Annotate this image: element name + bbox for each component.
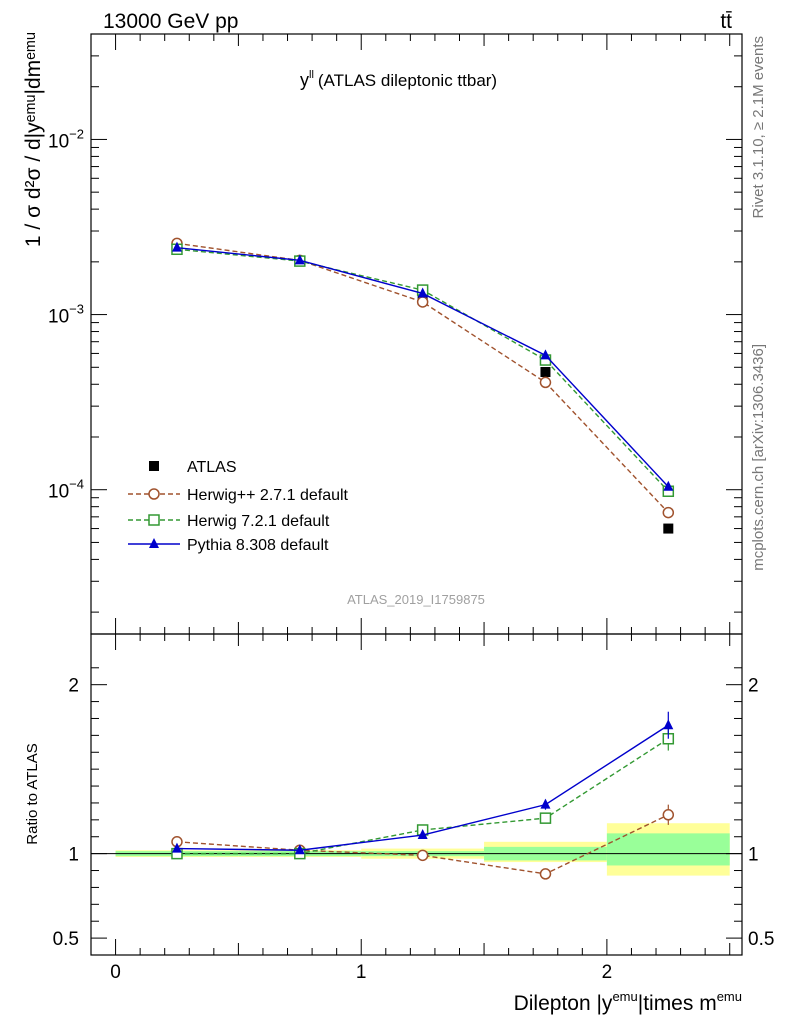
data-point-atlas <box>540 366 551 377</box>
legend: ATLAS Herwig++ 2.7.1 default Herwig 7.2.1 … <box>128 459 349 554</box>
ratio-point-2 <box>663 719 674 730</box>
y-tick-label-ratio-right: 2 <box>748 676 759 697</box>
y-tick-label-ratio: 2 <box>68 676 79 697</box>
y-tick-label-ratio-right: 0.5 <box>748 929 774 950</box>
y-tick-label-main: 10−3 <box>48 302 84 328</box>
ratio-point-0 <box>539 868 552 880</box>
legend-marker-2 <box>149 538 159 548</box>
ratio-point-2 <box>417 829 428 840</box>
chart-title-y: y <box>300 70 309 90</box>
y-tick-label-main: 10−4 <box>48 477 84 503</box>
chart-title-rest: (ATLAS dileptonic ttbar) <box>318 71 497 90</box>
chart-title-sup: ll <box>309 69 314 81</box>
legend-label-0: Herwig++ 2.7.1 default <box>187 487 349 504</box>
y-axis-label-ratio: Ratio to ATLAS <box>24 743 41 844</box>
chart-title: yll (ATLAS dileptonic ttbar) <box>300 69 497 90</box>
x-tick-label: 0 <box>110 962 121 983</box>
series-point-2 <box>417 287 428 298</box>
ratio-point-0 <box>416 849 429 862</box>
series-point-2 <box>294 254 305 265</box>
header-right: tt̄ <box>720 10 732 33</box>
legend-marker-atlas <box>149 461 159 471</box>
ratio-point-2 <box>540 798 551 809</box>
x-label-mid: |times m <box>638 992 717 1015</box>
ratio-line-1 <box>176 738 669 855</box>
legend-label-2: Pythia 8.308 default <box>187 537 329 554</box>
x-label-sup2: emu <box>717 989 742 1004</box>
legend-marker-0 <box>148 488 160 500</box>
legend-label-atlas: ATLAS <box>187 459 237 476</box>
ratio-point-1 <box>539 812 552 824</box>
y-tick-label-ratio: 0.5 <box>53 929 79 950</box>
series-point-0 <box>662 506 675 519</box>
x-tick-label: 2 <box>602 962 613 983</box>
legend-marker-1 <box>148 514 160 526</box>
x-tick-label: 1 <box>356 962 367 983</box>
header-left: 13000 GeV pp <box>103 10 238 33</box>
legend-label-1: Herwig 7.2.1 default <box>187 513 330 530</box>
x-label-base: Dilepton |y <box>514 992 613 1015</box>
x-label-sup1: emu <box>612 989 637 1004</box>
y-tick-label-ratio: 1 <box>68 845 79 866</box>
analysis-id: ATLAS_2019_I1759875 <box>347 592 485 607</box>
y-axis-label-main: 1 / σ d²σ / d|yᵉᵐᵘ|dmᵉᵐᵘ <box>22 32 45 247</box>
ratio-point-2 <box>171 842 182 853</box>
x-axis-label: Dilepton |yemu|times memu <box>514 989 742 1015</box>
series-point-0 <box>539 376 552 389</box>
series-point-2 <box>663 480 674 491</box>
side-mcplots: mcplots.cern.ch [arXiv:1306.3436] <box>750 344 767 571</box>
ratio-band-stat <box>606 833 730 866</box>
y-tick-label-ratio-right: 1 <box>748 845 759 866</box>
series-point-2 <box>540 349 551 360</box>
series-line-0 <box>176 242 669 514</box>
ratio-point-2 <box>294 844 305 855</box>
ratio-panel: 0 1 2 2 2 1 1 0.5 0.5 <box>53 633 774 983</box>
ratio-line-0 <box>176 814 669 875</box>
series-point-2 <box>171 241 182 252</box>
ratio-frame <box>90 633 743 956</box>
series-line-2 <box>176 246 669 488</box>
series-point-0 <box>416 296 429 308</box>
side-rivet: Rivet 3.1.10, ≥ 2.1M events <box>750 36 767 219</box>
ratio-point-0 <box>662 809 675 821</box>
data-point-atlas <box>663 523 674 534</box>
y-tick-label-main: 10−2 <box>48 126 84 152</box>
